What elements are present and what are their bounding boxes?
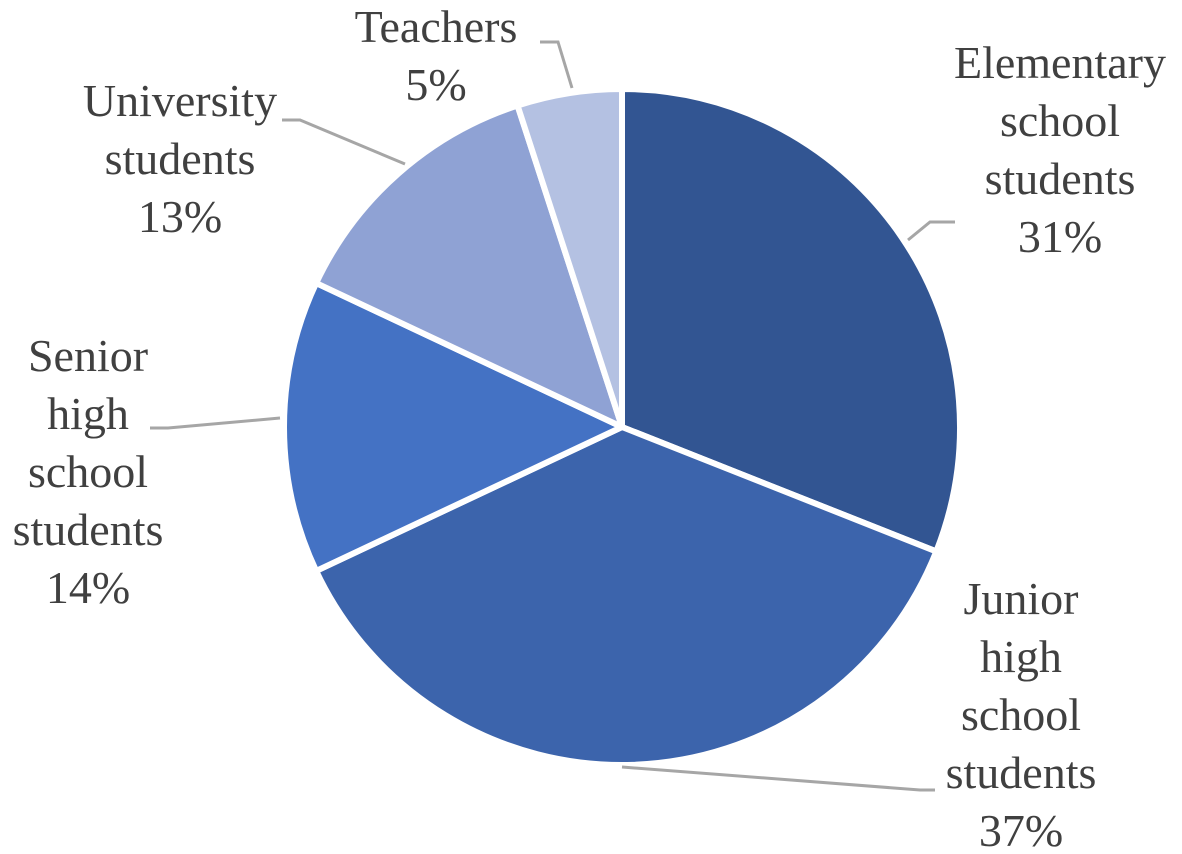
slice-name-line: students: [105, 133, 256, 184]
slice-name-line: students: [946, 747, 1097, 798]
slice-name-line: school: [1000, 95, 1120, 146]
slice-name-line: school: [28, 446, 148, 497]
slice-label-university-students: University students 13%: [83, 75, 277, 242]
slice-label-elementary-school-students: Elementary school students 31%: [954, 37, 1166, 262]
slice-name-line: Junior: [964, 573, 1079, 624]
leader-lines: [150, 40, 955, 792]
pie-slice-university-students: [313, 102, 625, 430]
pie-slices: [281, 86, 963, 768]
slice-name-line: University: [83, 75, 277, 126]
slice-percent-label: 5%: [405, 59, 466, 110]
slice-percent-label: 31%: [1018, 211, 1102, 262]
slice-labels: Elementary school students 31% Junior high sch…: [13, 1, 1166, 854]
pie-slice-senior-high-school-students: [281, 280, 625, 574]
slice-percent-label: 14%: [46, 562, 130, 613]
slice-label-junior-high-school-students: Junior high school students 37%: [946, 573, 1097, 854]
slice-name-line: school: [961, 689, 1081, 740]
slice-name-line: students: [13, 504, 164, 555]
leader-line-senior-high-school-students: [150, 416, 281, 430]
leader-line-elementary-school-students: [907, 220, 955, 242]
slice-name-line: Senior: [28, 330, 148, 381]
slice-name-line: high: [980, 631, 1062, 682]
slice-name-line: Teachers: [355, 1, 518, 52]
leader-line-teachers: [540, 40, 574, 89]
pie-slice-teachers: [514, 86, 625, 430]
slice-percent-label: 37%: [979, 805, 1063, 854]
leader-line-junior-high-school-students: [621, 765, 935, 792]
slice-percent-label: 13%: [138, 191, 222, 242]
slice-label-teachers: Teachers 5%: [355, 1, 518, 110]
slice-name-line: Elementary: [954, 37, 1166, 88]
pie-slice-elementary-school-students: [619, 86, 963, 555]
pie-slice-junior-high-school-students: [313, 424, 940, 768]
leader-line-university-students: [282, 118, 406, 166]
slice-name-line: high: [47, 388, 129, 439]
slice-name-line: students: [985, 153, 1136, 204]
slice-label-senior-high-school-students: Senior high school students 14%: [13, 330, 164, 613]
